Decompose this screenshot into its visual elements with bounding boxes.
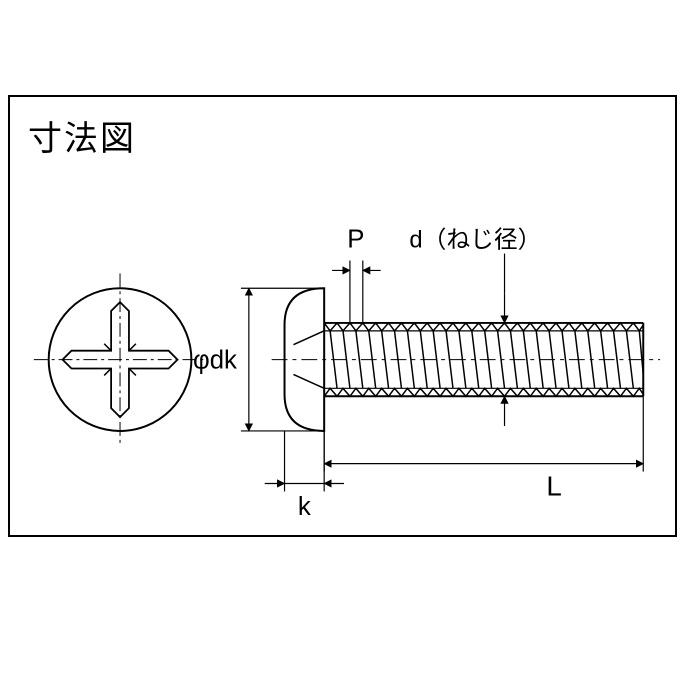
label-phi-dk: φdk	[193, 347, 237, 375]
dim-l: L	[324, 396, 643, 501]
label-p: P	[347, 226, 364, 254]
label-d: d（ねじ径）	[409, 227, 541, 254]
dim-p: P	[332, 226, 381, 323]
label-k: k	[298, 493, 311, 521]
side-view	[272, 288, 660, 431]
dim-k: k	[265, 431, 344, 521]
label-l: L	[546, 470, 561, 501]
front-view	[34, 273, 206, 445]
dimension-drawing: φdk k P d（ねじ径）	[10, 97, 675, 535]
